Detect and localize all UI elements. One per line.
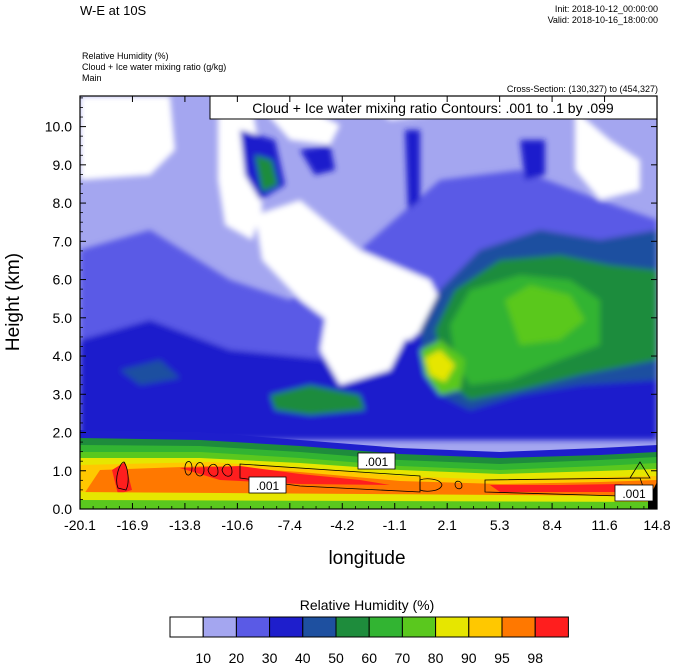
x-tick-label: -4.2	[330, 517, 354, 533]
contour-label: .001	[365, 455, 389, 469]
colorbar-swatch	[501, 616, 536, 638]
colorbar-swatch	[302, 616, 337, 638]
x-tick-label: -16.9	[116, 517, 148, 533]
colorbar-swatch	[534, 616, 569, 638]
x-tick-label: -1.1	[383, 517, 407, 533]
init-time: Init: 2018-10-12_00:00:00	[554, 4, 658, 14]
x-tick-label: -20.1	[64, 517, 96, 533]
valid-time: Valid: 2018-10-16_18:00:00	[547, 15, 658, 25]
y-tick-label: 7.0	[53, 233, 73, 249]
colorbar-swatch	[202, 616, 237, 638]
colorbar-label: 60	[361, 650, 377, 666]
colorbar-swatch	[335, 616, 370, 638]
colorbar-label: 50	[328, 650, 344, 666]
cross-section-label: Cross-Section: (130,327) to (454,327)	[506, 84, 658, 94]
y-axis-label: Height (km)	[3, 253, 24, 351]
y-tick-label: 1.0	[53, 463, 73, 479]
y-tick-label: 0.0	[53, 501, 73, 517]
x-tick-label: 2.1	[437, 517, 457, 533]
x-axis: -20.1 -16.9 -13.8 -10.6 -7.4 -4.2 -1.1 2.1 5.3 8.…	[64, 96, 671, 533]
x-tick-label: -7.4	[278, 517, 302, 533]
x-tick-label: -13.8	[169, 517, 201, 533]
colorbar-label: 30	[262, 650, 278, 666]
x-tick-label: 11.6	[591, 517, 617, 533]
field-name-main: Main	[82, 73, 102, 83]
y-tick-label: 9.0	[53, 157, 73, 173]
x-tick-label: 5.3	[490, 517, 510, 533]
plot-title: W-E at 10S	[80, 3, 147, 18]
y-tick-label: 6.0	[53, 272, 73, 288]
y-axis: 0.0 1.0 2.0 3.0 4.0 5.0 6.0 7.0 8.0 9.0 10.0	[45, 97, 657, 517]
y-tick-label: 3.0	[53, 386, 73, 402]
colorbar-swatch	[401, 616, 437, 638]
x-tick-label: 14.8	[643, 517, 670, 533]
colorbar: 10 20 30 40 50 60 70 80 90 95 98	[169, 616, 569, 666]
contour-label: .001	[622, 487, 646, 501]
colorbar-label: 80	[428, 650, 444, 666]
x-axis-label: longitude	[328, 548, 405, 569]
colorbar-label: 90	[461, 650, 477, 666]
colorbar-label: 70	[395, 650, 411, 666]
colorbar-label: 40	[295, 650, 311, 666]
colorbar-label: 10	[195, 650, 211, 666]
colorbar-title: Relative Humidity (%)	[300, 597, 435, 613]
y-tick-label: 4.0	[53, 348, 73, 364]
cloud-water-contours	[116, 461, 651, 497]
colorbar-label: 20	[229, 650, 245, 666]
field-name-cloud: Cloud + Ice water mixing ratio (g/kg)	[82, 62, 227, 72]
y-tick-label: 2.0	[53, 425, 73, 441]
y-tick-label: 8.0	[53, 195, 73, 211]
y-tick-label: 5.0	[53, 310, 73, 326]
colorbar-label: 95	[494, 650, 510, 666]
contour-info-text: Cloud + Ice water mixing ratio Contours:…	[252, 100, 614, 116]
colorbar-swatch	[169, 616, 204, 638]
field-name-rh: Relative Humidity (%)	[82, 51, 169, 61]
colorbar-label: 98	[527, 650, 543, 666]
x-tick-label: 8.4	[542, 517, 562, 533]
colorbar-swatch	[269, 616, 304, 638]
contour-label: .001	[256, 479, 280, 493]
x-tick-label: -10.6	[221, 517, 253, 533]
colorbar-swatch	[435, 616, 470, 638]
colorbar-swatch	[368, 616, 403, 638]
y-tick-label: 10.0	[45, 119, 72, 135]
contour-labels: .001 .001 .001	[248, 452, 654, 502]
humidity-field	[80, 96, 657, 509]
colorbar-swatch	[468, 616, 503, 638]
colorbar-swatch	[235, 616, 271, 638]
